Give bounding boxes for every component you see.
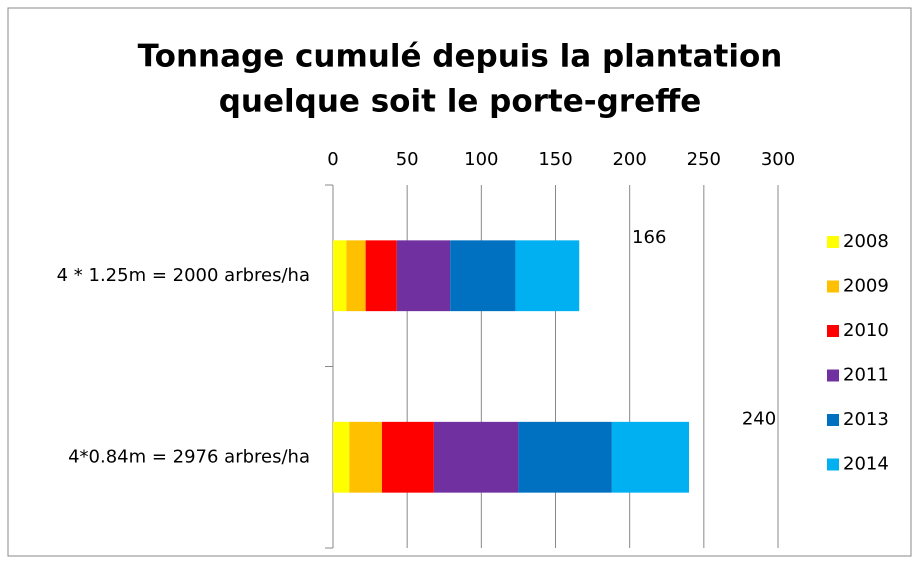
bar-segment bbox=[450, 240, 516, 312]
legend-swatch bbox=[827, 325, 839, 337]
x-tick-label: 250 bbox=[687, 149, 721, 170]
x-tick-label: 150 bbox=[538, 149, 572, 170]
total-label: 166 bbox=[632, 227, 666, 248]
bar-segment bbox=[515, 240, 580, 312]
legend-label: 2008 bbox=[843, 231, 889, 252]
legend-swatch bbox=[827, 280, 839, 293]
legend-swatch bbox=[827, 458, 839, 471]
bar-segment bbox=[433, 421, 519, 493]
bar-segment bbox=[333, 240, 347, 312]
bar-segment bbox=[518, 421, 612, 493]
chart-subtitle: quelque soit le porte-greffe bbox=[219, 84, 702, 120]
legend-label: 2014 bbox=[843, 454, 889, 475]
legend-label: 2009 bbox=[843, 276, 889, 297]
x-tick-label: 0 bbox=[327, 149, 338, 170]
legend-swatch bbox=[827, 414, 839, 426]
bar-segment bbox=[381, 421, 434, 493]
x-tick-label: 100 bbox=[464, 149, 498, 170]
legend-swatch bbox=[827, 236, 839, 248]
chart-title: Tonnage cumulé depuis la plantation bbox=[138, 39, 783, 75]
bar-segment bbox=[365, 240, 397, 312]
x-tick-label: 50 bbox=[396, 149, 419, 170]
x-tick-label: 200 bbox=[612, 149, 646, 170]
x-tick-label: 300 bbox=[761, 149, 795, 170]
y-tick-label: 4 * 1.25m = 2000 arbres/ha bbox=[57, 265, 310, 286]
total-label: 240 bbox=[742, 408, 776, 429]
legend-swatch bbox=[827, 369, 839, 382]
legend-label: 2011 bbox=[843, 365, 889, 386]
bar-segment bbox=[346, 240, 366, 312]
bar-segment bbox=[333, 421, 350, 493]
bar-segment bbox=[611, 421, 689, 493]
legend-label: 2010 bbox=[843, 320, 889, 341]
bar-segment bbox=[349, 421, 382, 493]
bar-segment bbox=[396, 240, 451, 312]
legend-label: 2013 bbox=[843, 409, 889, 430]
y-tick-label: 4*0.84m = 2976 arbres/ha bbox=[68, 446, 310, 467]
